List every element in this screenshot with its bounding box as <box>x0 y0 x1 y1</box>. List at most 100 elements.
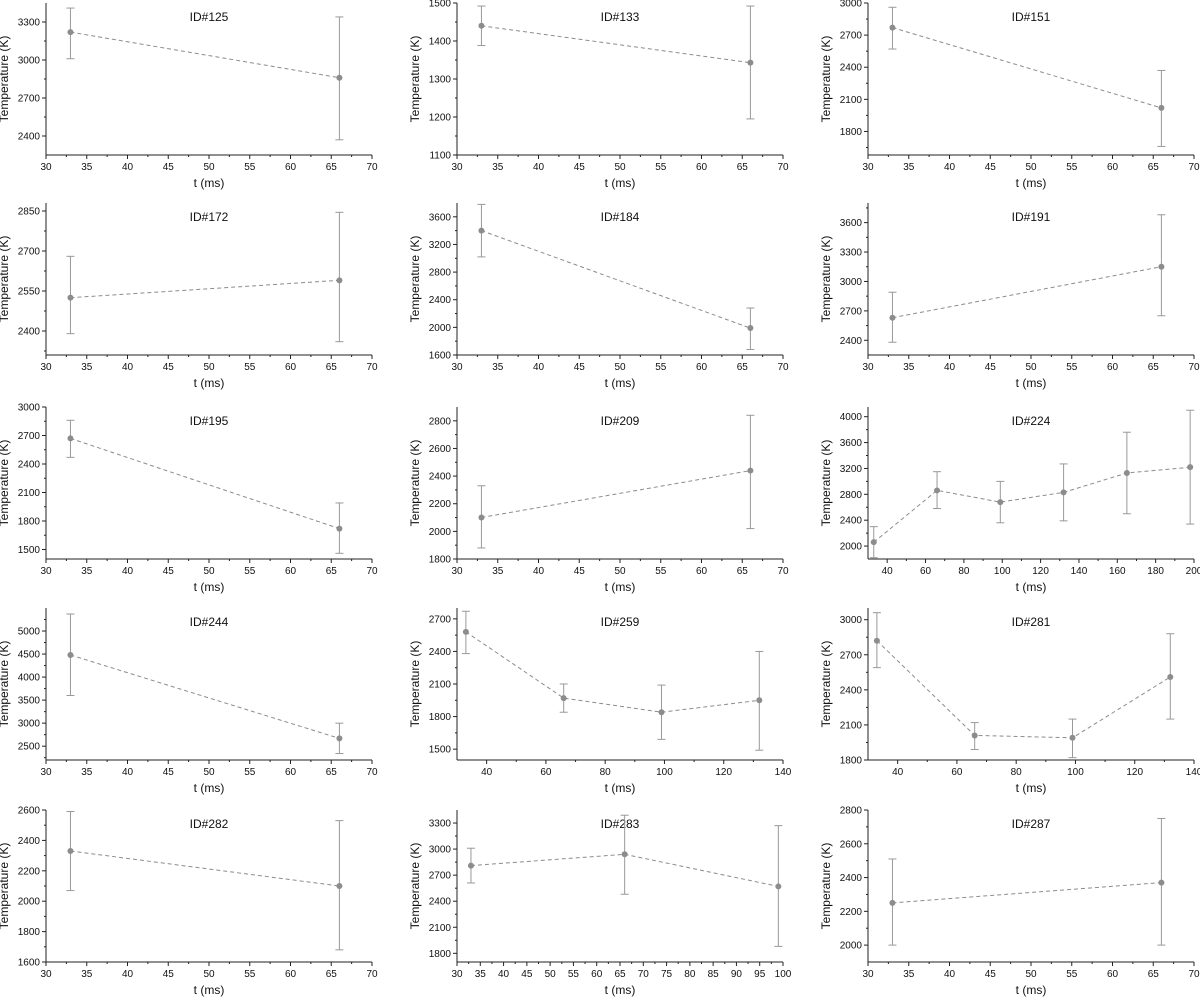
y-tick-label: 2700 <box>840 31 863 42</box>
data-point <box>478 514 485 521</box>
y-axis-label: Temperature (K) <box>819 641 833 728</box>
x-tick-label: 35 <box>81 767 93 778</box>
data-point <box>336 74 343 81</box>
x-tick-label: 30 <box>862 969 874 980</box>
y-tick-label: 3500 <box>18 696 41 707</box>
series-line <box>873 466 1191 543</box>
y-tick-label: 2550 <box>18 287 41 298</box>
data-point <box>67 651 74 658</box>
y-tick-label: 2400 <box>840 685 863 696</box>
chart-panel: 30 35 40 45 50 55 60 65 70 1500 1800 2100 2400 2700 30… <box>0 403 378 595</box>
x-tick-label: 35 <box>903 362 915 373</box>
x-tick-label: 45 <box>574 362 586 373</box>
y-tick-label: 3000 <box>18 403 41 414</box>
y-tick-label: 2000 <box>429 323 452 334</box>
series-line <box>70 31 340 79</box>
x-tick-label: 35 <box>475 969 487 980</box>
chart-title: ID#184 <box>601 210 640 224</box>
x-tick-label: 70 <box>1188 162 1200 173</box>
x-tick-label: 45 <box>985 162 997 173</box>
x-tick-label: 180 <box>1147 566 1164 577</box>
chart-panel: 40 60 80 100 120 140 1500 1800 2100 2400 2700 t (ms… <box>408 608 792 795</box>
x-tick-label: 90 <box>731 969 743 980</box>
series-line <box>876 640 1171 739</box>
x-tick-label: 45 <box>163 969 175 980</box>
x-tick-label: 40 <box>122 566 134 577</box>
chart-panel: 30 35 40 45 50 55 60 65 70 2500 3000 3500 4000 4500 50… <box>0 608 378 795</box>
x-tick-label: 70 <box>1188 362 1200 373</box>
y-tick-label: 1800 <box>18 927 41 938</box>
x-tick-label: 65 <box>326 362 338 373</box>
x-tick-label: 60 <box>285 162 297 173</box>
x-tick-label: 85 <box>708 969 720 980</box>
y-tick-label: 2400 <box>18 132 41 143</box>
y-tick-label: 1100 <box>429 151 451 162</box>
data-point <box>934 487 941 494</box>
x-tick-label: 40 <box>944 162 956 173</box>
y-tick-label: 1800 <box>429 949 452 960</box>
y-axis-label: Temperature (K) <box>819 36 833 123</box>
x-tick-label: 35 <box>903 969 915 980</box>
y-tick-label: 2800 <box>429 268 452 279</box>
x-tick-label: 140 <box>1071 566 1088 577</box>
x-tick-label: 45 <box>521 969 533 980</box>
x-tick-label: 30 <box>40 566 52 577</box>
x-axis-label: t (ms) <box>1016 781 1047 795</box>
chart-title: ID#244 <box>190 615 229 629</box>
x-tick-label: 140 <box>1186 767 1200 778</box>
y-tick-label: 2700 <box>429 871 452 882</box>
data-point <box>1060 489 1067 496</box>
x-tick-label: 60 <box>951 767 963 778</box>
x-tick-label: 65 <box>326 566 338 577</box>
x-tick-label: 70 <box>366 767 378 778</box>
x-tick-label: 40 <box>892 767 904 778</box>
x-axis-label: t (ms) <box>1016 983 1047 997</box>
x-axis-label: t (ms) <box>1016 176 1047 190</box>
x-tick-label: 70 <box>777 362 789 373</box>
x-axis-label: t (ms) <box>605 781 636 795</box>
x-axis-label: t (ms) <box>194 781 225 795</box>
x-tick-label: 60 <box>285 969 297 980</box>
x-axis-label: t (ms) <box>194 983 225 997</box>
y-axis-label: Temperature (K) <box>0 641 11 728</box>
series-line <box>892 266 1162 319</box>
y-axis-label: Temperature (K) <box>819 440 833 527</box>
x-tick-label: 120 <box>1126 767 1143 778</box>
series-line <box>465 631 760 713</box>
x-tick-label: 80 <box>1011 767 1023 778</box>
series-line <box>481 25 751 64</box>
x-tick-label: 35 <box>492 162 504 173</box>
x-tick-label: 60 <box>591 969 603 980</box>
y-tick-label: 3600 <box>840 438 863 449</box>
x-tick-label: 40 <box>122 969 134 980</box>
x-tick-label: 45 <box>163 162 175 173</box>
y-tick-label: 2700 <box>18 247 41 258</box>
x-tick-label: 65 <box>737 162 749 173</box>
y-tick-label: 2400 <box>18 836 41 847</box>
series-line <box>892 27 1162 109</box>
x-tick-label: 45 <box>574 162 586 173</box>
chart-panel: 40 60 80 100 120 140 1800 2100 2400 2700 3000 t (ms… <box>819 608 1200 795</box>
y-tick-label: 2700 <box>429 614 452 625</box>
data-point <box>889 899 896 906</box>
x-tick-label: 30 <box>40 969 52 980</box>
x-tick-label: 40 <box>533 162 545 173</box>
x-axis-label: t (ms) <box>605 983 636 997</box>
y-tick-label: 1500 <box>429 745 452 756</box>
y-tick-label: 2700 <box>840 650 863 661</box>
x-tick-label: 70 <box>366 162 378 173</box>
x-tick-label: 40 <box>944 969 956 980</box>
series-line <box>481 230 751 329</box>
x-tick-label: 60 <box>920 566 932 577</box>
y-axis-label: Temperature (K) <box>408 36 422 123</box>
y-tick-label: 2400 <box>18 460 41 471</box>
chart-panel: 30 35 40 45 50 55 60 65 70 1600 2000 2400 2800 3200 36… <box>408 203 789 390</box>
y-tick-label: 1200 <box>429 113 452 124</box>
x-tick-label: 55 <box>655 566 667 577</box>
x-tick-label: 50 <box>1025 162 1037 173</box>
data-point <box>1158 879 1165 886</box>
y-axis-label: Temperature (K) <box>0 440 11 527</box>
y-tick-label: 2100 <box>429 923 452 934</box>
data-point <box>467 862 474 869</box>
